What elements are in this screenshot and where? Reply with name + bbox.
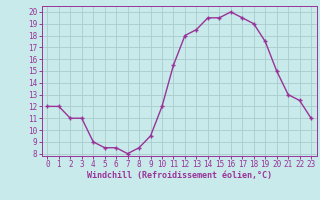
X-axis label: Windchill (Refroidissement éolien,°C): Windchill (Refroidissement éolien,°C) — [87, 171, 272, 180]
